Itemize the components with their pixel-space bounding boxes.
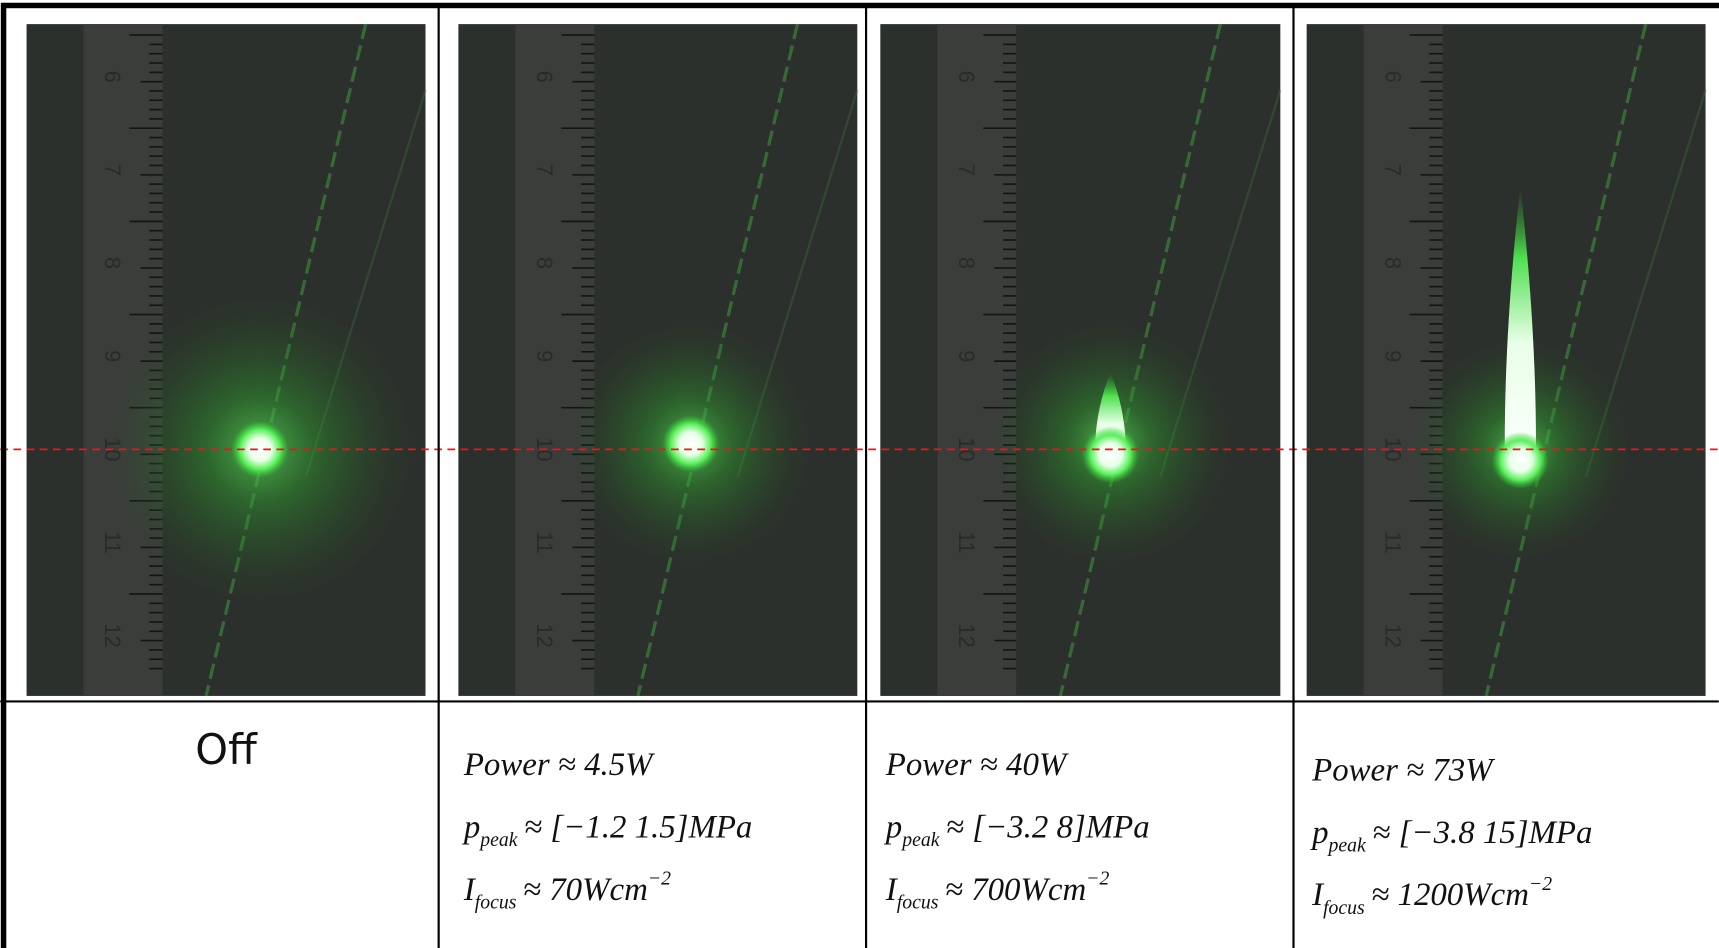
ruler-label: 9 (954, 350, 979, 362)
p-peak: ppeak ≈ [−3.2 8]MPa (884, 809, 1150, 851)
focus-spot (1491, 431, 1549, 489)
subscript: peak (478, 829, 518, 851)
ruler-label: 11 (100, 531, 125, 554)
ruler-label: 7 (954, 164, 979, 176)
power: Power ≈ 73W (1311, 752, 1495, 788)
subscript: peak (1327, 835, 1367, 857)
symbol: I (885, 872, 899, 908)
subscript: focus (475, 892, 517, 914)
ruler-label: 6 (532, 71, 557, 83)
focus-spot (1081, 426, 1139, 484)
ruler-label: 6 (1380, 71, 1405, 83)
ruler-label: 12 (1380, 623, 1405, 647)
ruler-label: 9 (100, 350, 125, 362)
ruler-label: 8 (100, 257, 125, 269)
symbol: p (462, 809, 480, 845)
ruler-label: 8 (532, 257, 557, 269)
beam (1058, 23, 1222, 697)
value: ≈ [−3.8 15]MPa (1372, 815, 1592, 851)
focus-spot (662, 415, 720, 473)
ruler-label: 12 (532, 623, 557, 647)
ruler-label: 7 (1380, 164, 1405, 176)
symbol: p (1310, 815, 1328, 851)
subscript: focus (1323, 897, 1365, 919)
superscript: −2 (1529, 873, 1552, 895)
ruler (1363, 24, 1443, 696)
symbol: p (884, 809, 902, 845)
ruler-label: 6 (100, 71, 125, 83)
ruler-label: 12 (954, 623, 979, 647)
I-focus: Ifocus ≈ 1200Wcm−2 (1311, 873, 1552, 919)
subscript: focus (897, 892, 939, 914)
value: ≈ 700Wcm (945, 872, 1086, 908)
beam (1484, 23, 1648, 697)
jet (1504, 186, 1536, 472)
p-peak: ppeak ≈ [−3.8 15]MPa (1310, 815, 1592, 857)
superscript: −2 (1086, 867, 1109, 889)
I-focus: Ifocus ≈ 70Wcm−2 (463, 867, 671, 913)
superscript: −2 (648, 867, 671, 889)
ruler-label: 7 (100, 164, 125, 176)
power: Power ≈ 4.5W (463, 747, 655, 783)
subscript: peak (900, 829, 940, 851)
ruler-label: 6 (954, 71, 979, 83)
caption: Off (195, 725, 258, 774)
symbol: I (1311, 877, 1325, 913)
ruler-label: 8 (954, 257, 979, 269)
value: ≈ 70Wcm (523, 872, 648, 908)
ruler-label: 7 (532, 164, 557, 176)
panels: 6789101112678910111267891011126789101112 (26, 23, 1707, 697)
ruler-label: 11 (1380, 531, 1405, 554)
ruler-label: 9 (1380, 350, 1405, 362)
ruler-label: 11 (532, 531, 557, 554)
value: ≈ 1200Wcm (1371, 877, 1529, 913)
beam (636, 23, 800, 697)
focus-spot (231, 420, 289, 478)
p-peak: ppeak ≈ [−1.2 1.5]MPa (462, 809, 752, 851)
value: ≈ [−1.2 1.5]MPa (524, 809, 752, 845)
value: ≈ [−3.2 8]MPa (946, 809, 1150, 845)
ruler-label: 12 (100, 623, 125, 647)
I-focus: Ifocus ≈ 700Wcm−2 (885, 867, 1110, 913)
symbol: I (463, 872, 477, 908)
ruler-label: 11 (954, 531, 979, 554)
power: Power ≈ 40W (885, 747, 1069, 783)
ruler-label: 9 (532, 350, 557, 362)
ruler-label: 8 (1380, 257, 1405, 269)
